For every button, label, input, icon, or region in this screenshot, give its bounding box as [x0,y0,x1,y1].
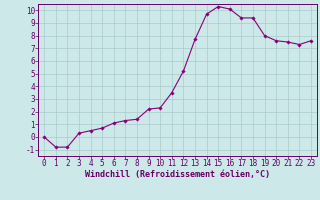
X-axis label: Windchill (Refroidissement éolien,°C): Windchill (Refroidissement éolien,°C) [85,170,270,179]
